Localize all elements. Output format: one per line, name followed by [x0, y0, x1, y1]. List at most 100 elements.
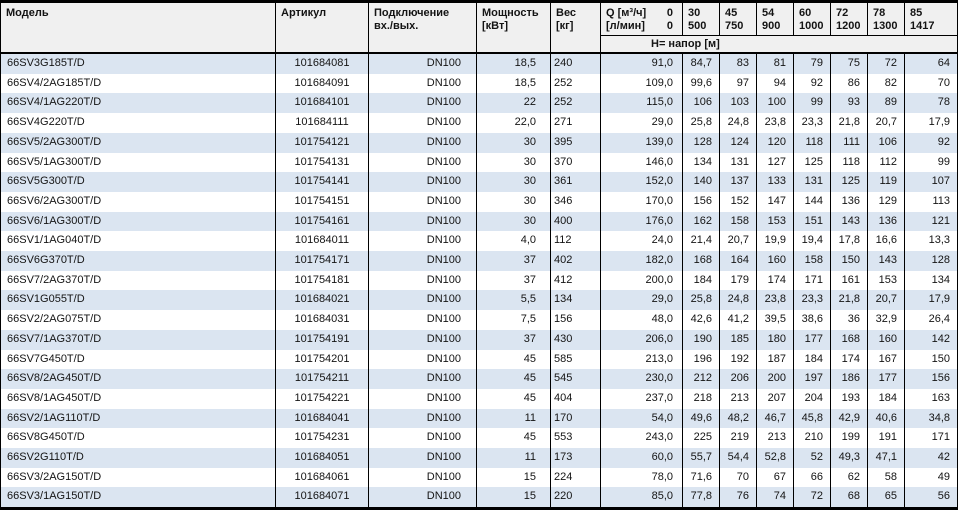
col-header-weight-line1: Вес	[556, 7, 577, 19]
cell-head-value: 176,0	[600, 211, 683, 232]
table-row: 66SV7/1AG370T/D 101754191 DN100 37 430 2…	[0, 329, 958, 350]
flow-zero-label-m3h: Q [м³/ч]	[606, 7, 647, 19]
col-header-connection: Подключение вх./вых.	[368, 1, 477, 54]
cell-head-value: 60,0	[600, 448, 683, 468]
cell-connection: DN100	[368, 132, 477, 153]
flow-lmin: 1200	[836, 20, 861, 32]
cell-head-value: 40,6	[867, 408, 905, 429]
cell-power: 22,0	[476, 113, 551, 133]
cell-head-value: 85,0	[600, 487, 683, 509]
table-row: 66SV5/1AG300T/D 101754131 DN100 30 370 1…	[0, 152, 958, 173]
cell-article: 101754141	[275, 172, 369, 192]
cell-head-value: 179	[719, 270, 757, 291]
cell-power: 15	[476, 467, 551, 488]
flow-lmin: 1000	[799, 20, 824, 32]
cell-head-value: 134	[682, 152, 720, 173]
cell-model: 66SV4/2AG185T/D	[0, 73, 276, 94]
cell-head-value: 230,0	[600, 369, 683, 389]
cell-connection: DN100	[368, 310, 477, 330]
table-row: 66SV8/2AG450T/D 101754211 DN100 45 545 2…	[0, 369, 958, 389]
cell-article: 101684081	[275, 53, 369, 74]
cell-head-value: 38,6	[793, 310, 831, 330]
cell-head-value: 171	[793, 270, 831, 291]
cell-weight: 370	[550, 152, 601, 173]
cell-head-value: 49,3	[830, 448, 868, 468]
flow-lmin: 1300	[873, 20, 898, 32]
cell-head-value: 109,0	[600, 73, 683, 94]
col-header-weight-line2: [кг]	[556, 20, 574, 32]
table-row: 66SV7/2AG370T/D 101754181 DN100 37 412 2…	[0, 270, 958, 291]
table-row: 66SV3G185T/D 101684081 DN100 18,5 240 91…	[0, 53, 958, 74]
cell-model: 66SV3/2AG150T/D	[0, 467, 276, 488]
cell-head-value: 210	[793, 428, 831, 449]
cell-head-value: 180	[756, 329, 794, 350]
cell-head-value: 74	[756, 487, 794, 509]
cell-head-value: 25,8	[682, 290, 720, 311]
cell-head-value: 168	[830, 329, 868, 350]
col-header-flow-6: 78 1300	[867, 1, 905, 36]
cell-head-value: 200,0	[600, 270, 683, 291]
table-row: 66SV6G370T/D 101754171 DN100 37 402 182,…	[0, 251, 958, 271]
cell-head-value: 99,6	[682, 73, 720, 94]
cell-connection: DN100	[368, 349, 477, 370]
cell-weight: 252	[550, 93, 601, 114]
cell-head-value: 20,7	[867, 113, 905, 133]
cell-head-value: 158	[793, 251, 831, 271]
cell-head-value: 153	[867, 270, 905, 291]
cell-head-value: 34,8	[904, 408, 958, 429]
cell-head-value: 184	[682, 270, 720, 291]
cell-connection: DN100	[368, 152, 477, 173]
cell-head-value: 36	[830, 310, 868, 330]
cell-head-value: 23,8	[756, 113, 794, 133]
cell-power: 5,5	[476, 290, 551, 311]
cell-head-value: 48,0	[600, 310, 683, 330]
table-row: 66SV6/1AG300T/D 101754161 DN100 30 400 1…	[0, 211, 958, 232]
cell-head-value: 185	[719, 329, 757, 350]
cell-model: 66SV6G370T/D	[0, 251, 276, 271]
cell-weight: 220	[550, 487, 601, 509]
cell-head-value: 164	[719, 251, 757, 271]
table-row: 66SV1/1AG040T/D 101684011 DN100 4,0 112 …	[0, 231, 958, 252]
cell-head-value: 137	[719, 172, 757, 192]
cell-head-value: 78,0	[600, 467, 683, 488]
cell-head-value: 193	[830, 388, 868, 409]
cell-weight: 545	[550, 369, 601, 389]
col-header-flow-3: 54 900	[756, 1, 794, 36]
col-header-weight: Вес [кг]	[550, 1, 601, 54]
cell-model: 66SV8G450T/D	[0, 428, 276, 449]
cell-power: 37	[476, 329, 551, 350]
cell-weight: 553	[550, 428, 601, 449]
cell-head-value: 150	[904, 349, 958, 370]
table-row: 66SV3/2AG150T/D 101684061 DN100 15 224 7…	[0, 467, 958, 488]
cell-article: 101684091	[275, 73, 369, 94]
cell-article: 101754211	[275, 369, 369, 389]
table-row: 66SV3/1AG150T/D 101684071 DN100 15 220 8…	[0, 487, 958, 509]
cell-head-value: 21,8	[830, 290, 868, 311]
cell-connection: DN100	[368, 369, 477, 389]
cell-head-value: 177	[793, 329, 831, 350]
col-header-power: Мощность [кВт]	[476, 1, 551, 54]
cell-power: 30	[476, 211, 551, 232]
cell-head-value: 120	[756, 132, 794, 153]
col-header-model: Модель	[0, 1, 276, 54]
cell-head-value: 17,9	[904, 113, 958, 133]
cell-head-value: 156	[682, 191, 720, 212]
cell-head-value: 99	[904, 152, 958, 173]
cell-power: 45	[476, 388, 551, 409]
cell-connection: DN100	[368, 73, 477, 94]
cell-article: 101684101	[275, 93, 369, 114]
flow-lmin: 750	[725, 20, 744, 32]
cell-head-value: 237,0	[600, 388, 683, 409]
cell-article: 101754171	[275, 251, 369, 271]
cell-head-value: 142	[904, 329, 958, 350]
cell-model: 66SV1G055T/D	[0, 290, 276, 311]
cell-head-value: 174	[756, 270, 794, 291]
cell-head-value: 19,9	[756, 231, 794, 252]
cell-head-value: 49	[904, 467, 958, 488]
cell-connection: DN100	[368, 467, 477, 488]
table-row: 66SV4/2AG185T/D 101684091 DN100 18,5 252…	[0, 73, 958, 94]
header-row-main: Модель Артикул Подключение вх./вых. Мощн…	[0, 1, 958, 54]
col-header-flow-7: 85 1417	[904, 1, 958, 36]
cell-weight: 400	[550, 211, 601, 232]
